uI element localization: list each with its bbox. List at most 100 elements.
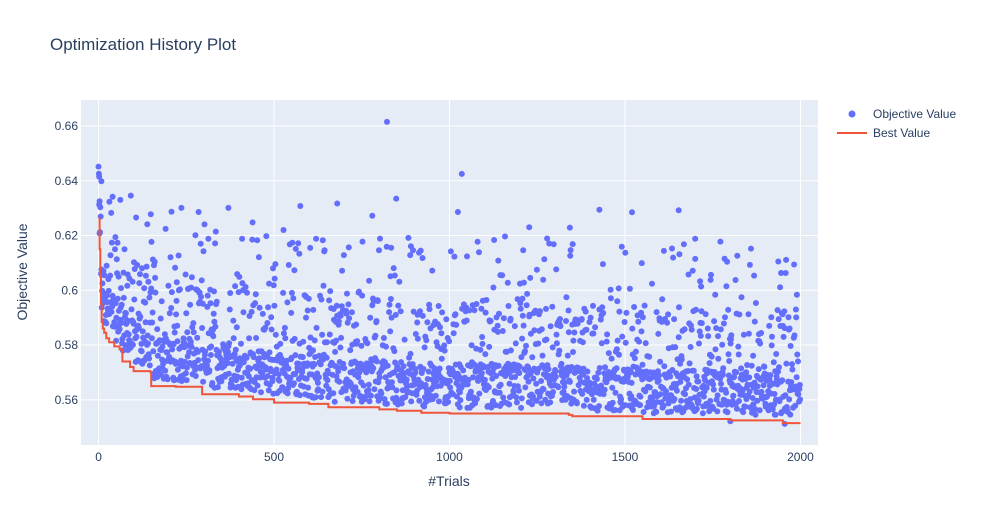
objective-point [487, 317, 494, 324]
objective-point [601, 386, 608, 393]
objective-point [452, 311, 459, 318]
objective-point [519, 295, 526, 302]
objective-point [115, 273, 122, 280]
objective-point [436, 398, 442, 405]
objective-point [556, 347, 563, 354]
objective-point [725, 306, 732, 313]
legend-item-objective-value[interactable]: Objective Value [848, 107, 957, 121]
objective-point [384, 118, 390, 125]
objective-point [622, 249, 629, 256]
objective-point [520, 279, 527, 286]
objective-point [708, 271, 714, 278]
objective-point [677, 378, 684, 385]
objective-point [690, 367, 697, 374]
objective-point [590, 396, 597, 403]
objective-point [303, 314, 309, 321]
objective-point [685, 271, 692, 278]
objective-point [776, 364, 782, 371]
objective-point [493, 373, 500, 379]
objective-point [355, 374, 362, 381]
legend-item-best-value[interactable]: Best Value [837, 126, 930, 140]
objective-point [609, 384, 616, 391]
objective-point [295, 360, 302, 367]
objective-point [167, 254, 174, 261]
objective-point [516, 387, 522, 394]
objective-point [197, 240, 204, 247]
objective-point [299, 365, 306, 372]
objective-point [184, 329, 191, 336]
objective-point [569, 364, 575, 371]
objective-point [774, 307, 781, 314]
objective-point [386, 309, 393, 316]
objective-point [400, 363, 407, 370]
objective-point [464, 381, 471, 388]
objective-point [533, 397, 540, 404]
objective-point [335, 318, 342, 325]
objective-point [337, 312, 344, 319]
objective-point [571, 329, 578, 336]
objective-point [416, 397, 423, 404]
objective-point [152, 289, 159, 296]
objective-point [665, 400, 672, 407]
objective-point [751, 272, 758, 279]
objective-point [366, 398, 373, 405]
objective-point [175, 252, 182, 259]
objective-point [311, 361, 318, 368]
objective-point [715, 355, 722, 362]
objective-point [557, 316, 563, 322]
chart-title: Optimization History Plot [50, 35, 236, 54]
objective-point [476, 390, 483, 397]
objective-point [371, 386, 378, 393]
objective-point [138, 348, 145, 355]
objective-point [112, 246, 118, 253]
objective-point [272, 331, 279, 338]
objective-point [760, 382, 767, 389]
objective-point [722, 314, 728, 321]
objective-point [358, 342, 365, 349]
objective-point [252, 291, 259, 298]
objective-point [443, 316, 450, 323]
objective-point [702, 311, 709, 318]
objective-point [139, 328, 146, 335]
objective-point [703, 384, 710, 391]
objective-point [682, 391, 688, 398]
objective-point [754, 383, 761, 390]
objective-point [246, 335, 253, 342]
objective-point [663, 388, 669, 395]
objective-point [270, 282, 277, 289]
objective-point [491, 237, 498, 243]
objective-point [353, 321, 360, 328]
objective-point [387, 296, 394, 302]
objective-point [547, 399, 554, 406]
objective-point [124, 282, 131, 289]
objective-point [165, 282, 172, 289]
objective-point [536, 393, 543, 400]
objective-point [373, 358, 380, 365]
objective-point [655, 330, 662, 337]
objective-point [201, 221, 208, 228]
objective-point [636, 338, 642, 345]
objective-point [392, 311, 399, 318]
objective-point [271, 302, 278, 309]
objective-point [657, 358, 664, 365]
objective-point [195, 357, 202, 364]
objective-point [437, 324, 443, 331]
objective-point [272, 261, 279, 268]
objective-point [553, 266, 560, 273]
objective-point [673, 387, 680, 394]
objective-point [188, 284, 195, 291]
objective-point [404, 384, 410, 390]
objective-point [507, 347, 514, 354]
objective-point [118, 285, 124, 292]
objective-point [397, 308, 404, 315]
objective-point [736, 398, 742, 404]
objective-point [136, 280, 143, 287]
objective-point [692, 255, 699, 262]
objective-point [782, 392, 789, 399]
objective-point [251, 387, 258, 394]
objective-point [529, 401, 535, 408]
objective-point [781, 308, 788, 315]
objective-point [107, 252, 114, 259]
objective-point [349, 398, 356, 404]
objective-point [746, 388, 753, 395]
